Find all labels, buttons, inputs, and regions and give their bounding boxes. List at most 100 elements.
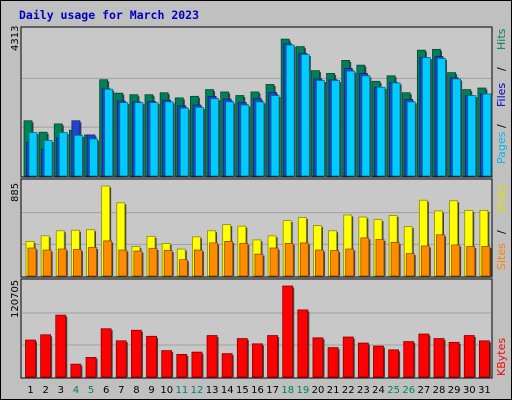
legend-separator: / bbox=[495, 124, 508, 128]
bar-sites-day-18 bbox=[284, 243, 294, 277]
bar-sites-day-10 bbox=[163, 250, 173, 277]
x-label-day-2: 2 bbox=[43, 385, 49, 396]
bar-kbytes-day-31 bbox=[478, 340, 490, 378]
legend-visits: Visits bbox=[495, 184, 508, 213]
x-label-day-9: 9 bbox=[148, 385, 154, 396]
bar-sites-day-24 bbox=[375, 238, 385, 277]
x-label-day-8: 8 bbox=[133, 385, 139, 396]
bar-pages-day-21 bbox=[331, 80, 340, 177]
bar-sites-day-20 bbox=[315, 249, 324, 277]
panel-1-bars bbox=[22, 38, 493, 177]
x-label-day-18: 18 bbox=[281, 385, 294, 396]
bar-pages-day-10 bbox=[164, 101, 174, 177]
bar-kbytes-day-8 bbox=[131, 329, 142, 378]
x-label-day-21: 21 bbox=[327, 385, 340, 396]
x-label-day-29: 29 bbox=[448, 385, 461, 396]
x-label-day-23: 23 bbox=[357, 385, 370, 396]
bar-pages-day-12 bbox=[195, 106, 204, 177]
x-label-day-31: 31 bbox=[478, 385, 491, 396]
bar-sites-day-25 bbox=[390, 242, 400, 277]
bar-pages-day-5 bbox=[89, 138, 98, 177]
bar-sites-day-11 bbox=[178, 259, 188, 277]
bar-kbytes-day-19 bbox=[297, 309, 309, 378]
x-label-day-17: 17 bbox=[266, 385, 279, 396]
x-label-day-13: 13 bbox=[206, 385, 219, 396]
x-label-day-25: 25 bbox=[387, 385, 400, 396]
bar-pages-day-9 bbox=[149, 102, 159, 177]
bar-sites-day-9 bbox=[148, 248, 158, 277]
bar-pages-day-28 bbox=[437, 58, 446, 177]
bar-sites-day-26 bbox=[405, 253, 415, 277]
bar-kbytes-day-29 bbox=[448, 341, 460, 378]
bar-pages-day-23 bbox=[361, 75, 371, 177]
bar-sites-day-28 bbox=[436, 234, 445, 277]
bar-pages-day-7 bbox=[119, 102, 129, 177]
bar-pages-day-30 bbox=[467, 95, 477, 177]
panel-3-ymax-label: 120705 bbox=[10, 280, 21, 318]
bar-kbytes-day-30 bbox=[463, 335, 475, 378]
panel-3-bars bbox=[22, 285, 491, 378]
legend-kbytes: KBytes bbox=[495, 338, 508, 376]
bar-sites-day-6 bbox=[103, 240, 113, 277]
bar-pages-day-22 bbox=[346, 70, 356, 177]
bar-sites-day-2 bbox=[42, 249, 52, 277]
bar-kbytes-day-17 bbox=[267, 335, 278, 378]
bar-pages-day-4 bbox=[73, 134, 83, 177]
legend-sites: Sites bbox=[495, 243, 508, 270]
bar-kbytes-day-13 bbox=[206, 335, 218, 378]
bar-kbytes-day-16 bbox=[252, 343, 263, 378]
bar-kbytes-day-22 bbox=[342, 336, 354, 378]
x-label-day-19: 19 bbox=[297, 385, 310, 396]
bar-kbytes-day-3 bbox=[55, 314, 67, 378]
bar-kbytes-day-18 bbox=[282, 285, 294, 378]
bar-sites-day-1 bbox=[27, 247, 37, 277]
bar-kbytes-day-26 bbox=[403, 341, 415, 378]
legend-pages: Pages bbox=[495, 131, 508, 164]
x-label-day-5: 5 bbox=[88, 385, 94, 396]
bar-pages-day-19 bbox=[300, 54, 310, 177]
bar-sites-day-15 bbox=[239, 243, 249, 277]
bar-pages-day-11 bbox=[179, 107, 189, 177]
x-label-day-4: 4 bbox=[73, 385, 79, 396]
x-label-day-16: 16 bbox=[251, 385, 264, 396]
bar-sites-day-14 bbox=[224, 241, 234, 277]
legend-separator: / bbox=[495, 67, 508, 71]
bar-sites-day-23 bbox=[360, 237, 370, 277]
bar-pages-day-26 bbox=[406, 101, 416, 177]
bar-sites-day-12 bbox=[194, 249, 203, 277]
x-label-day-7: 7 bbox=[118, 385, 124, 396]
x-label-day-30: 30 bbox=[463, 385, 476, 396]
bar-pages-day-8 bbox=[134, 102, 144, 177]
bar-sites-day-27 bbox=[420, 245, 430, 277]
bar-kbytes-day-1 bbox=[25, 339, 36, 378]
legend-hits: Hits bbox=[495, 28, 508, 50]
bar-sites-day-5 bbox=[88, 247, 97, 277]
bar-pages-day-18 bbox=[285, 44, 295, 177]
bar-sites-day-13 bbox=[209, 242, 218, 277]
bar-pages-day-13 bbox=[210, 98, 219, 177]
legend-files: Files bbox=[495, 83, 508, 107]
bar-kbytes-day-5 bbox=[85, 356, 97, 378]
bar-pages-day-3 bbox=[58, 132, 68, 177]
bar-pages-day-20 bbox=[316, 80, 325, 177]
bar-sites-day-31 bbox=[481, 246, 491, 277]
x-label-day-6: 6 bbox=[103, 385, 109, 396]
bar-sites-day-19 bbox=[299, 242, 309, 277]
bar-sites-day-17 bbox=[269, 247, 279, 277]
bar-sites-day-4 bbox=[72, 249, 82, 277]
bar-kbytes-day-7 bbox=[115, 340, 127, 378]
bar-kbytes-day-10 bbox=[161, 350, 173, 378]
bar-sites-day-21 bbox=[330, 250, 339, 277]
bar-sites-day-22 bbox=[345, 248, 355, 277]
panel-1-legend: Pages / Files / Hits bbox=[495, 28, 508, 164]
bar-pages-day-31 bbox=[482, 93, 492, 177]
x-label-day-20: 20 bbox=[312, 385, 325, 396]
x-label-day-11: 11 bbox=[175, 385, 188, 396]
bar-kbytes-day-14 bbox=[221, 353, 233, 378]
x-label-day-28: 28 bbox=[433, 385, 446, 396]
bar-pages-day-15 bbox=[240, 104, 250, 177]
bar-pages-day-27 bbox=[421, 57, 431, 177]
bar-pages-day-14 bbox=[225, 101, 235, 177]
bar-sites-day-8 bbox=[133, 250, 143, 277]
